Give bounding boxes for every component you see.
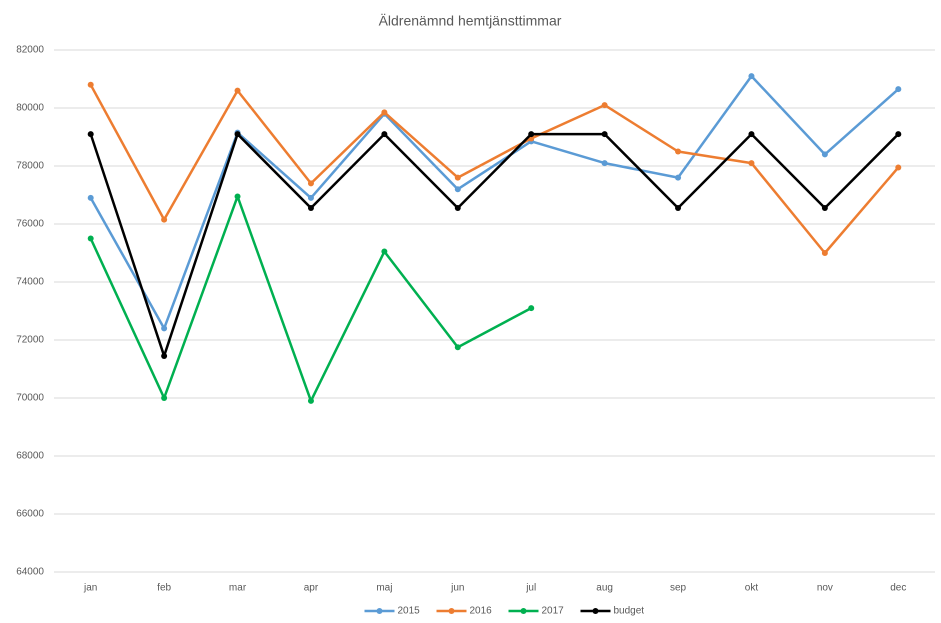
x-tick-label: maj	[376, 583, 392, 594]
legend-marker	[520, 608, 527, 614]
point	[601, 160, 608, 167]
point	[895, 131, 902, 138]
legend-label: 2016	[470, 606, 493, 617]
series-line	[89, 195, 532, 403]
point	[161, 395, 168, 401]
point	[454, 186, 461, 193]
point	[748, 73, 755, 80]
point	[895, 164, 902, 171]
point	[307, 205, 314, 212]
point	[87, 131, 94, 138]
point	[528, 131, 535, 138]
chart-title: Äldrenämnd hemtjänsttimmar	[379, 13, 562, 29]
point	[307, 397, 314, 404]
legend-marker	[376, 608, 383, 614]
point	[675, 174, 682, 181]
legend-marker	[448, 608, 455, 614]
point	[821, 250, 828, 256]
y-tick-label: 68000	[16, 451, 44, 462]
point	[87, 81, 94, 88]
point	[381, 109, 388, 116]
x-tick-label: jan	[83, 583, 97, 594]
y-tick-label: 80000	[16, 103, 44, 114]
point	[895, 86, 902, 93]
y-tick-label: 64000	[16, 567, 44, 578]
legend-label: budget	[614, 606, 645, 617]
point	[748, 131, 755, 138]
x-tick-label: nov	[817, 583, 833, 594]
x-tick-label: sep	[670, 583, 687, 594]
point	[601, 102, 608, 109]
point	[161, 216, 168, 223]
point	[307, 180, 314, 187]
point	[234, 193, 241, 200]
x-tick-label: mar	[229, 583, 247, 594]
series-line	[89, 84, 900, 255]
point	[821, 151, 828, 158]
x-tick-label: okt	[745, 583, 759, 594]
point	[234, 131, 241, 138]
point	[87, 235, 94, 242]
x-tick-label: aug	[596, 583, 613, 594]
point	[454, 205, 461, 212]
point	[381, 248, 388, 255]
x-tick-label: jul	[525, 583, 536, 594]
point	[234, 87, 241, 94]
point	[87, 194, 94, 201]
point	[675, 148, 682, 155]
point	[307, 194, 314, 201]
legend-marker	[592, 608, 599, 614]
x-tick-label: feb	[157, 583, 171, 594]
point	[161, 352, 168, 359]
x-tick-label: apr	[304, 583, 319, 594]
point	[821, 205, 828, 212]
series-line	[89, 74, 900, 330]
y-tick-label: 66000	[16, 509, 44, 520]
y-tick-label: 72000	[16, 335, 44, 346]
point	[748, 160, 755, 167]
point	[161, 325, 168, 332]
point	[601, 131, 608, 138]
y-tick-label: 78000	[16, 161, 44, 172]
point	[381, 131, 388, 138]
y-tick-label: 74000	[16, 277, 44, 288]
point	[528, 305, 535, 312]
y-tick-label: 76000	[16, 219, 44, 230]
series-line	[89, 132, 900, 358]
legend-label: 2015	[398, 606, 421, 617]
point	[454, 174, 461, 181]
legend-label: 2017	[542, 606, 565, 617]
x-tick-label: jun	[450, 583, 464, 594]
point	[454, 344, 461, 351]
point	[675, 205, 682, 212]
x-tick-label: dec	[890, 583, 906, 594]
y-tick-label: 82000	[16, 45, 44, 56]
y-tick-label: 70000	[16, 393, 44, 404]
